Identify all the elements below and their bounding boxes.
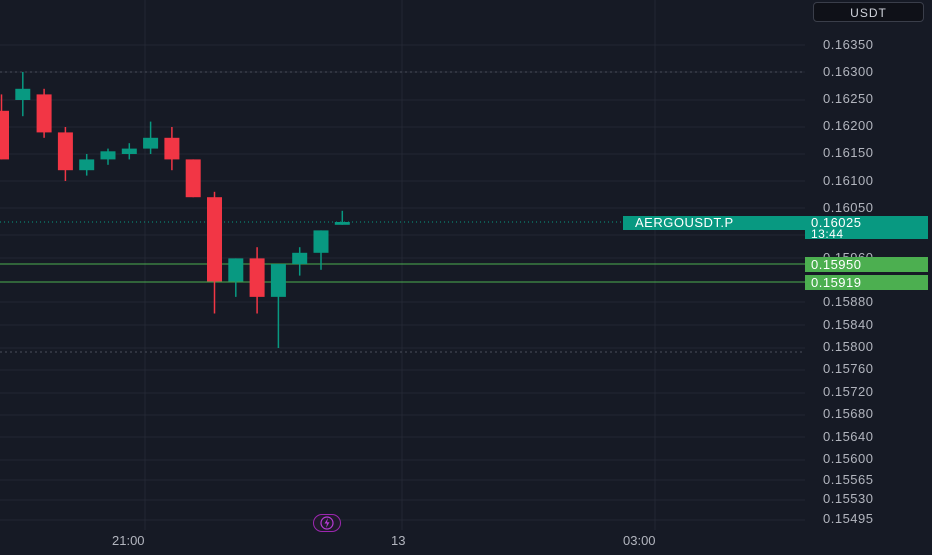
price-tick: 0.16100 — [823, 173, 874, 188]
candlestick-chart[interactable] — [0, 0, 805, 550]
candle-body — [270, 264, 286, 297]
countdown-timer: 13:44 — [811, 227, 844, 241]
price-tick: 0.15880 — [823, 294, 874, 309]
symbol-label: AERGOUSDT.P — [635, 215, 734, 230]
price-tick: 0.15800 — [823, 339, 874, 354]
candle-body — [334, 222, 350, 225]
candle-body — [57, 132, 73, 171]
time-tick-03-00: 03:00 — [623, 533, 656, 548]
price-tick: 0.16250 — [823, 91, 874, 106]
price-tick: 0.15760 — [823, 361, 874, 376]
price-scale[interactable]: USDT 0.16350 0.16300 0.16250 0.16200 0.1… — [805, 0, 932, 550]
price-tick: 0.15530 — [823, 491, 874, 506]
candle-body — [79, 159, 95, 171]
candle-body — [36, 94, 52, 133]
price-tick: 0.16200 — [823, 118, 874, 133]
price-tick: 0.16300 — [823, 64, 874, 79]
candle-body — [121, 148, 137, 154]
price-tick: 0.15680 — [823, 406, 874, 421]
candle-body — [207, 197, 222, 282]
lightning-icon[interactable] — [313, 514, 341, 532]
candle-body — [143, 137, 159, 149]
candle-body — [249, 258, 265, 297]
price-tick: 0.15565 — [823, 472, 874, 487]
price-tick: 0.16350 — [823, 37, 874, 52]
price-tick: 0.16150 — [823, 145, 874, 160]
price-tick: 0.15840 — [823, 317, 874, 332]
time-tick-13: 13 — [391, 533, 406, 548]
last-price-value: 0.16025 — [811, 215, 862, 230]
currency-button[interactable]: USDT — [813, 2, 924, 22]
time-tick-21-00: 21:00 — [112, 533, 145, 548]
candle-body — [313, 230, 329, 253]
last-price-label: 0.16025 13:44 — [805, 215, 928, 241]
candle-body — [164, 137, 180, 160]
symbol-price-tag: AERGOUSDT.P — [623, 216, 805, 230]
candle-body — [228, 258, 244, 282]
candle-body — [0, 110, 9, 160]
chart-area[interactable]: AERGOUSDT.P 21:00 13 03:00 — [0, 0, 805, 550]
candle-body — [292, 252, 308, 264]
price-tick: 0.16050 — [823, 200, 874, 215]
price-tick: 0.15640 — [823, 429, 874, 444]
candle-body — [185, 159, 201, 198]
price-tick: 0.15720 — [823, 384, 874, 399]
price-tick: 0.15495 — [823, 511, 874, 526]
candle-body — [15, 88, 31, 100]
candle-body — [100, 151, 116, 160]
level-label-1: 0.15950 — [805, 257, 928, 272]
level-label-2: 0.15919 — [805, 275, 928, 290]
price-tick: 0.15600 — [823, 451, 874, 466]
